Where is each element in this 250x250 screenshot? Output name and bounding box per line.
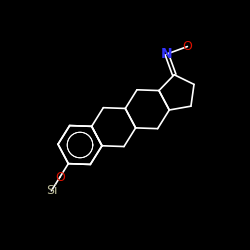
Text: O: O xyxy=(182,40,192,53)
Text: N: N xyxy=(161,47,172,61)
Text: Si: Si xyxy=(46,184,57,197)
Text: O: O xyxy=(55,171,65,184)
